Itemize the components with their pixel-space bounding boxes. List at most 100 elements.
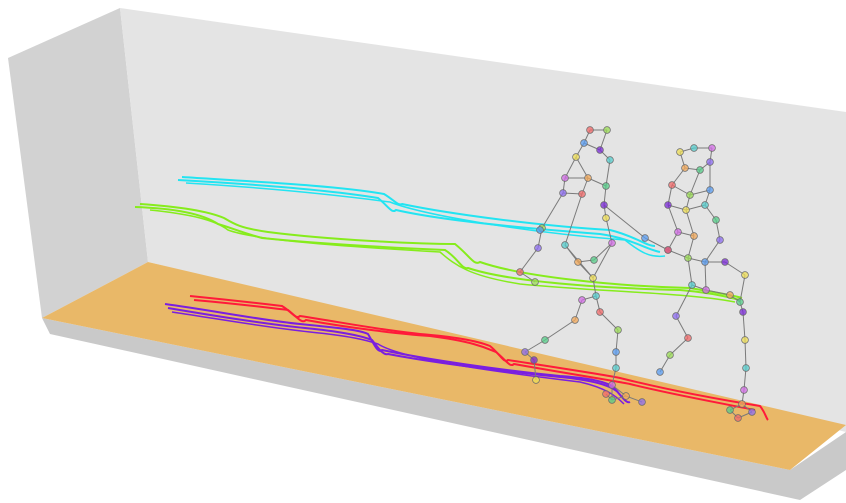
skeleton-joint [666,351,674,359]
skeleton-bone [739,274,746,303]
skeleton-bone [599,311,619,331]
skeleton-bone [705,289,731,296]
skeleton-joint [589,274,597,282]
skeleton-joint [608,239,616,247]
red-trail [193,299,756,411]
skeleton-bone [704,239,721,263]
skeleton-joint [656,368,664,376]
skeleton-joint [641,234,649,242]
skeleton-joint [606,156,614,164]
skeleton-joint [741,271,749,279]
skeleton-bone [687,257,693,286]
purple-trail [171,311,625,405]
skeleton-joint [741,336,749,344]
skeleton-joint [571,316,579,324]
back-wall [120,8,846,432]
skeleton-bone [644,237,669,251]
skeleton-bone [667,204,679,233]
skeleton-joint [596,146,604,154]
skeleton-bone [742,311,746,341]
skeleton-bone [669,337,689,356]
green-trail [139,203,743,299]
skeleton-joint [572,153,580,161]
cyan-trail [185,182,666,258]
skeleton-joint [578,190,586,198]
left-side-wall [8,8,148,318]
skeleton-joint [701,201,709,209]
skeleton-joint [603,126,611,134]
skeleton-bone [685,209,695,237]
skeleton-joint [668,181,676,189]
skeleton-joint [726,291,734,299]
skeleton-joint [536,226,544,234]
skeleton-joint [686,191,694,199]
skeleton-joint [712,216,720,224]
skeleton-joint [702,286,710,294]
skeleton-joint [600,201,608,209]
skeleton-joint [674,228,682,236]
skeleton-joint [681,164,689,172]
skeleton-bone [564,193,583,246]
skeleton-bone [605,159,611,187]
skeleton-bone [687,235,695,259]
skeleton-joint [664,246,672,254]
skeleton-bone [593,242,613,261]
skeleton-joint [706,186,714,194]
skeleton-joint [739,308,747,316]
skeleton-bone [524,339,546,353]
skeleton-bone [744,339,747,369]
skeleton-joint [740,386,748,394]
skeleton-bone [592,242,613,279]
floor-front-edge [42,318,846,500]
skeleton-joint [602,214,610,222]
skeleton-joint [726,406,734,414]
skeleton-joint [684,254,692,262]
skeleton-joint [738,400,746,408]
skeleton-bone [675,284,693,317]
skeleton-joint [742,364,750,372]
skeleton-bone [544,319,576,341]
skeleton-joint [590,256,598,264]
skeleton-joint [608,381,616,389]
cyan-trail [177,179,661,253]
skeleton-joint [612,364,620,372]
skeleton-joint [532,376,540,384]
skeleton-joint [561,174,569,182]
skeleton-joint [638,398,646,406]
skeleton-joint [676,148,684,156]
skeleton-joint [602,390,610,398]
skeleton-joint [721,258,729,266]
skeleton-joint [706,158,714,166]
skeleton-joint [578,296,586,304]
skeleton-joint [541,336,549,344]
skeleton-joint [530,356,538,364]
skeleton-joint [690,144,698,152]
skeleton-bone [689,169,701,196]
skeleton-bone [575,156,589,179]
skeleton-joint [748,408,756,416]
skeleton-joint [531,278,539,286]
cyan-trail [181,176,656,247]
skeleton-joint [701,258,709,266]
skeleton-joint [516,268,524,276]
skeleton-bone [675,315,689,339]
skeleton-joint [690,232,698,240]
skeleton-joint [592,292,600,300]
skeleton-joint [559,189,567,197]
skeleton-joint [672,312,680,320]
skeleton-joints [516,126,756,422]
skeleton-joint [716,236,724,244]
skeleton-joint [622,392,630,400]
skeleton-bone [564,156,577,179]
skeleton-bone [605,217,613,244]
skeleton-joint [734,414,742,422]
skeleton-joint [608,396,616,404]
skeleton-bone [704,261,707,291]
skeleton-joint [696,166,704,174]
green-trail [149,209,736,303]
skeleton-joint [580,139,588,147]
skeleton-joint [688,281,696,289]
skeleton-joint [612,348,620,356]
skeleton-bone [603,204,646,239]
skeleton-joint [614,326,622,334]
